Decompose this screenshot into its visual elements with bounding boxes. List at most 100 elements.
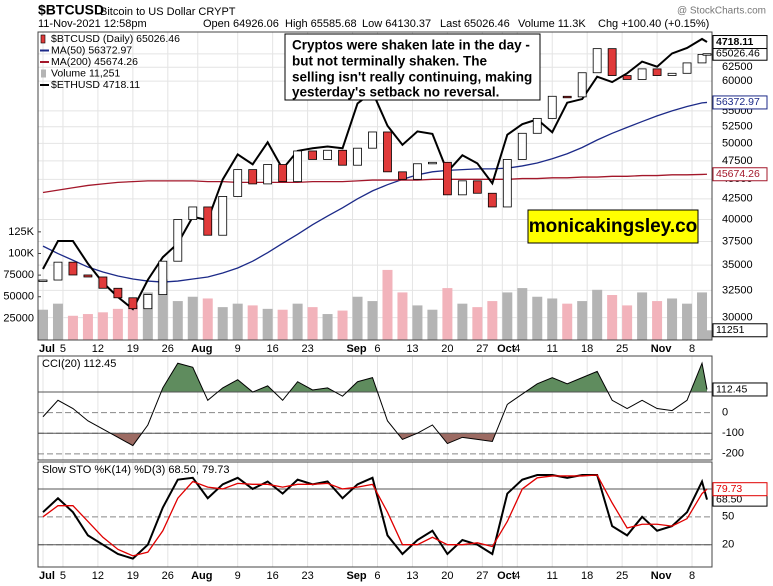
watermark-box <box>527 209 699 244</box>
x-tick-label: 4 <box>514 343 520 355</box>
source: @ StockCharts.com <box>677 6 766 17</box>
stat: Open 64926.06 <box>203 18 279 30</box>
volume-bar <box>382 269 393 340</box>
candle <box>637 68 647 80</box>
x-tick-label: Aug <box>191 343 212 355</box>
volume-bar <box>532 296 543 340</box>
candle <box>68 261 78 276</box>
candle <box>203 206 213 236</box>
y2-tick-label: 75000 <box>3 269 34 281</box>
candle <box>487 192 497 208</box>
x-tick-label: 26 <box>162 343 174 355</box>
candle <box>502 159 512 208</box>
x-tick-label: 5 <box>60 570 66 582</box>
x-tick-label: 25 <box>616 570 628 582</box>
candle <box>128 297 138 310</box>
candle <box>547 95 557 119</box>
volume-bar <box>172 301 183 340</box>
volume-bar <box>487 301 498 340</box>
candle <box>188 206 198 220</box>
y-tick-label: -200 <box>722 448 744 460</box>
volume-bar <box>337 310 348 340</box>
x-tick-label: 20 <box>441 343 453 355</box>
last-value-box <box>712 482 768 497</box>
y-tick-label: 35000 <box>722 259 753 271</box>
last-value-label: 65026.46 <box>716 47 760 59</box>
legend-label: $ETHUSD 4718.11 <box>51 79 140 91</box>
volume-bar <box>232 303 243 340</box>
last-value-label: 45674.26 <box>716 168 760 180</box>
x-tick-label: 19 <box>127 343 139 355</box>
panel-title: Slow STO %K(14) %D(3) 68.50, 79.73 <box>42 464 230 476</box>
candle <box>368 131 377 149</box>
candle <box>457 180 467 196</box>
volume-bar <box>202 298 213 340</box>
x-tick-label: 18 <box>581 343 593 355</box>
volume-bar <box>112 308 123 340</box>
volume-bar <box>457 303 468 340</box>
subtitle: Bitcoin to US Dollar CRYPT <box>100 6 236 18</box>
x-tick-label: 4 <box>514 570 520 582</box>
stat: Chg +100.40 (+0.15%) <box>598 18 709 30</box>
volume-bar <box>307 307 318 340</box>
last-value-box <box>712 167 768 182</box>
volume-bar <box>577 301 588 340</box>
series-line <box>42 474 708 557</box>
candle <box>532 117 542 134</box>
candle <box>607 48 617 76</box>
last-value: 11251 <box>712 323 768 338</box>
volume-bar <box>142 292 153 340</box>
y-tick-label: 62500 <box>722 61 753 73</box>
panel-frame <box>37 31 713 341</box>
cci-fill-above <box>161 363 708 393</box>
series-line <box>42 101 708 283</box>
volume-bar <box>367 301 378 340</box>
volume-bar <box>247 305 258 340</box>
x-tick-label: 6 <box>374 343 380 355</box>
volume-bar <box>37 309 48 340</box>
x-tick-label: 8 <box>689 570 695 582</box>
candle <box>263 164 273 185</box>
candle <box>592 48 602 74</box>
y2-tick-label: 25000 <box>3 312 34 324</box>
symbol: $BTCUSD <box>38 2 104 18</box>
volume-bar <box>262 308 273 340</box>
volume-bar <box>697 292 708 340</box>
volume-bar <box>442 288 453 340</box>
candle <box>293 150 303 183</box>
candle <box>398 171 407 180</box>
stat: Low 64130.37 <box>362 18 431 30</box>
volume-bar <box>82 314 93 340</box>
x-tick-label: 12 <box>92 343 104 355</box>
candle <box>667 72 677 76</box>
candle <box>338 149 347 166</box>
candle <box>218 196 228 236</box>
y-tick-label: -100 <box>722 427 744 439</box>
volume-bar <box>67 315 78 340</box>
volume-bar <box>292 303 303 340</box>
x-tick-label: Jul <box>39 570 55 582</box>
volume-bar <box>157 279 168 340</box>
last-value: 45674.26 <box>712 167 768 182</box>
volume-bar <box>127 305 138 340</box>
x-tick-label: 18 <box>581 570 593 582</box>
x-tick-label: 16 <box>267 343 279 355</box>
last-value-box <box>712 95 768 110</box>
candle <box>113 287 123 299</box>
candle <box>233 169 243 197</box>
candle <box>702 53 712 56</box>
volume-bar <box>637 292 648 340</box>
candle <box>83 274 93 278</box>
x-tick-label: 27 <box>476 570 488 582</box>
x-tick-label: 23 <box>301 343 313 355</box>
panel-frame <box>37 355 713 461</box>
volume-bar <box>592 289 603 340</box>
last-value-box <box>712 35 768 50</box>
candle <box>173 219 183 262</box>
candle <box>442 161 452 196</box>
volume-bar <box>502 292 513 340</box>
candle <box>143 294 153 310</box>
legend-label: MA(50) 56372.97 <box>51 44 132 56</box>
watermark: monicakingsley.co <box>529 216 698 237</box>
volume-bar <box>517 288 528 340</box>
